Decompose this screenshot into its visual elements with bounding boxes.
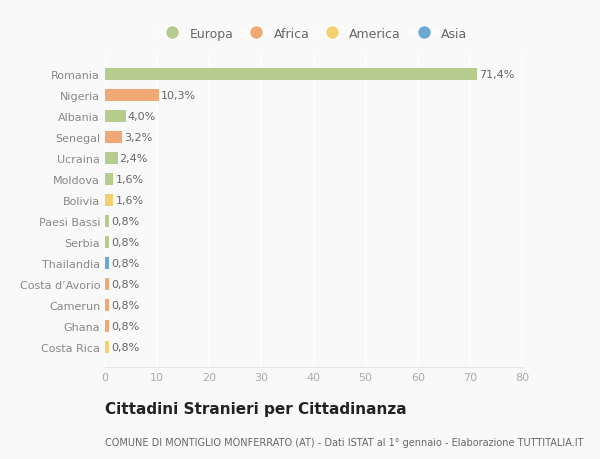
Text: 2,4%: 2,4%	[119, 154, 148, 164]
Text: 0,8%: 0,8%	[111, 258, 140, 269]
Bar	[105, 111, 126, 123]
Bar	[105, 216, 109, 227]
Text: 1,6%: 1,6%	[115, 175, 143, 185]
Bar	[105, 153, 118, 164]
Text: 4,0%: 4,0%	[128, 112, 156, 122]
Text: COMUNE DI MONTIGLIO MONFERRATO (AT) - Dati ISTAT al 1° gennaio - Elaborazione TU: COMUNE DI MONTIGLIO MONFERRATO (AT) - Da…	[105, 437, 583, 447]
Text: 0,8%: 0,8%	[111, 238, 140, 247]
Text: 0,8%: 0,8%	[111, 342, 140, 352]
Bar	[105, 132, 122, 144]
Text: 71,4%: 71,4%	[479, 70, 515, 80]
Bar	[105, 195, 113, 207]
Text: 10,3%: 10,3%	[161, 91, 196, 101]
Text: 0,8%: 0,8%	[111, 321, 140, 331]
Legend: Europa, Africa, America, Asia: Europa, Africa, America, Asia	[156, 24, 471, 45]
Text: 3,2%: 3,2%	[124, 133, 152, 143]
Bar	[105, 300, 109, 311]
Bar	[105, 258, 109, 269]
Text: 0,8%: 0,8%	[111, 280, 140, 290]
Bar	[105, 69, 477, 81]
Bar	[105, 279, 109, 290]
Bar	[105, 320, 109, 332]
Bar	[105, 90, 158, 102]
Bar	[105, 174, 113, 185]
Bar	[105, 237, 109, 248]
Bar	[105, 341, 109, 353]
Text: 1,6%: 1,6%	[115, 196, 143, 206]
Text: Cittadini Stranieri per Cittadinanza: Cittadini Stranieri per Cittadinanza	[105, 401, 407, 416]
Text: 0,8%: 0,8%	[111, 217, 140, 227]
Text: 0,8%: 0,8%	[111, 300, 140, 310]
